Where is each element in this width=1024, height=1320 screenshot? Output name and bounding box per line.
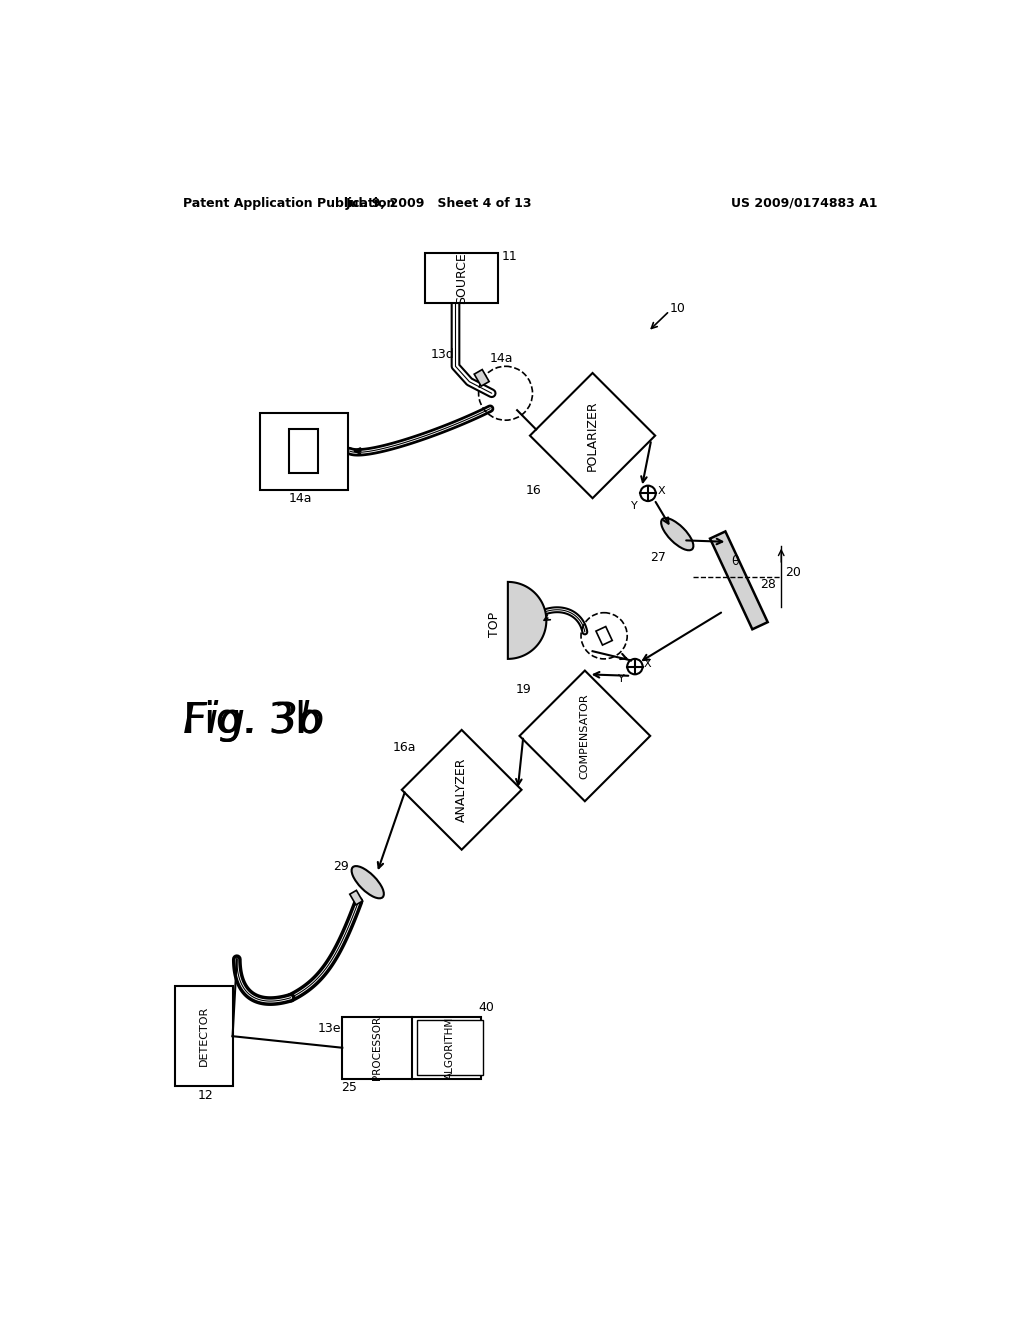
Text: PROCESSOR: PROCESSOR xyxy=(372,1015,382,1080)
Text: US 2009/0174883 A1: US 2009/0174883 A1 xyxy=(731,197,878,210)
Polygon shape xyxy=(596,627,612,645)
Text: 40: 40 xyxy=(478,1001,495,1014)
Text: 28: 28 xyxy=(761,578,776,591)
Text: 10: 10 xyxy=(670,302,685,315)
Text: DETECTOR: DETECTOR xyxy=(199,1006,209,1067)
Text: 13e: 13e xyxy=(317,1022,341,1035)
Bar xyxy=(425,252,499,302)
Bar xyxy=(289,429,318,474)
Text: 11: 11 xyxy=(502,249,517,263)
Bar xyxy=(417,1020,483,1076)
Polygon shape xyxy=(350,891,362,904)
Text: θ: θ xyxy=(731,554,738,568)
Text: 19: 19 xyxy=(515,684,531,696)
Ellipse shape xyxy=(662,517,693,550)
Text: Jul. 9, 2009   Sheet 4 of 13: Jul. 9, 2009 Sheet 4 of 13 xyxy=(345,197,531,210)
Bar xyxy=(175,986,232,1086)
Polygon shape xyxy=(508,582,547,659)
Text: 29: 29 xyxy=(333,861,349,874)
Text: TOP: TOP xyxy=(487,611,501,636)
Text: 13d: 13d xyxy=(431,348,455,362)
Text: Fig. 3b: Fig. 3b xyxy=(183,700,325,742)
Bar xyxy=(259,412,348,490)
Text: Y: Y xyxy=(631,500,638,511)
Polygon shape xyxy=(530,374,655,498)
Text: 25: 25 xyxy=(341,1081,356,1094)
Polygon shape xyxy=(474,370,489,387)
Text: SOURCE: SOURCE xyxy=(455,252,468,304)
Text: POLARIZER: POLARIZER xyxy=(586,400,599,471)
Text: Y: Y xyxy=(617,675,625,684)
Polygon shape xyxy=(710,532,768,630)
Text: 27: 27 xyxy=(650,550,667,564)
Text: Fig. 3b: Fig. 3b xyxy=(183,700,322,742)
Text: COMPENSATOR: COMPENSATOR xyxy=(580,693,590,779)
Text: Patent Application Publication: Patent Application Publication xyxy=(183,197,395,210)
Text: 14a: 14a xyxy=(489,352,513,366)
Text: 20: 20 xyxy=(785,566,801,579)
Text: ALGORITHM: ALGORITHM xyxy=(445,1016,455,1078)
Text: 16: 16 xyxy=(526,484,542,498)
Bar xyxy=(342,1016,481,1078)
Text: 16a: 16a xyxy=(392,741,416,754)
Polygon shape xyxy=(519,671,650,801)
Text: 12: 12 xyxy=(198,1089,213,1102)
Ellipse shape xyxy=(351,866,384,899)
Text: X: X xyxy=(657,486,665,496)
Polygon shape xyxy=(401,730,521,850)
Text: 14a: 14a xyxy=(288,492,311,506)
Text: X: X xyxy=(644,659,651,669)
Text: ANALYZER: ANALYZER xyxy=(455,758,468,822)
